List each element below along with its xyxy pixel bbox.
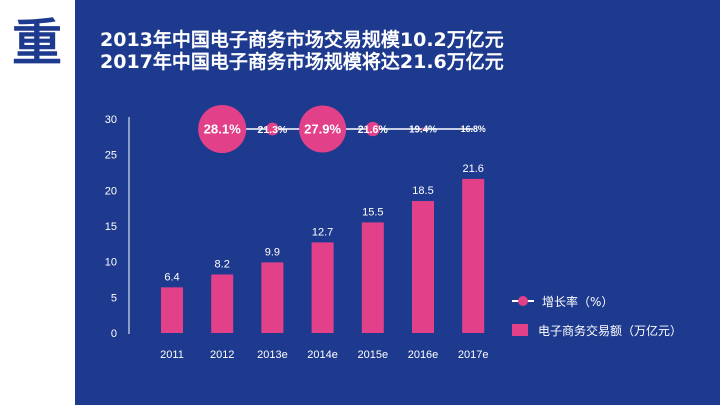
y-tick-label: 25 bbox=[105, 150, 117, 162]
legend-item-growth-rate: 增长率（%） bbox=[512, 291, 613, 311]
x-tick-label: 2016e bbox=[408, 349, 439, 361]
y-tick-label: 20 bbox=[105, 185, 117, 197]
growth-rate-label: 27.9% bbox=[304, 122, 341, 137]
growth-bubble-2012 bbox=[198, 104, 247, 154]
bar-value-label: 15.5 bbox=[362, 206, 383, 218]
growth-bubble-2013e bbox=[266, 122, 279, 136]
bar-value-label: 12.7 bbox=[312, 226, 333, 238]
x-tick-label: 2013e bbox=[257, 349, 288, 361]
logo-icon: 重 bbox=[12, 14, 62, 72]
legend-swatch-icon bbox=[512, 324, 528, 336]
bar-2011 bbox=[161, 287, 183, 333]
legend-line-marker-icon bbox=[512, 295, 534, 307]
page-title-line-2: 2017年中国电子商务市场规模将达21.6万亿元 bbox=[100, 51, 504, 73]
y-tick-label: 15 bbox=[105, 221, 117, 233]
x-tick-label: 2015e bbox=[358, 349, 389, 361]
bar-2016e bbox=[412, 201, 434, 333]
growth-bubble-2014e bbox=[299, 105, 347, 153]
growth-rate-label: 21.6% bbox=[358, 124, 389, 136]
bar-value-label: 9.9 bbox=[265, 246, 280, 258]
y-tick-label: 30 bbox=[105, 114, 117, 126]
growth-bubble-2016e bbox=[421, 127, 425, 131]
y-tick-label: 0 bbox=[111, 328, 117, 340]
growth-bubble-2015e bbox=[365, 121, 380, 137]
bar-value-label: 18.5 bbox=[412, 185, 433, 197]
bar-value-label: 6.4 bbox=[164, 271, 179, 283]
bar-2017e bbox=[462, 178, 485, 333]
bar-2013e bbox=[261, 262, 284, 333]
y-tick-label: 5 bbox=[111, 292, 117, 304]
bar-2015e bbox=[361, 222, 384, 333]
content-panel bbox=[75, 0, 720, 405]
growth-rate-label: 21.3% bbox=[258, 124, 288, 136]
x-tick-label: 2014e bbox=[307, 349, 338, 361]
legend-label-transaction-volume: 电子商务交易额（万亿元） bbox=[538, 323, 683, 338]
growth-rate-label: 28.1% bbox=[204, 122, 241, 137]
x-tick-label: 2012 bbox=[210, 349, 234, 361]
x-tick-label: 2017e bbox=[458, 349, 489, 361]
side-bar: 重 bbox=[0, 0, 75, 405]
growth-rate-label: 16.8% bbox=[461, 124, 486, 134]
bar-2012 bbox=[211, 274, 234, 333]
bar-2014e bbox=[311, 242, 334, 333]
legend-item-transaction-volume: 电子商务交易额（万亿元） bbox=[512, 320, 682, 340]
growth-rate-label: 19.4% bbox=[409, 125, 437, 136]
y-tick-label: 10 bbox=[105, 257, 117, 269]
legend-label-growth-rate: 增长率（%） bbox=[542, 294, 614, 309]
x-tick-label: 2011 bbox=[160, 349, 184, 361]
page-title-line-1: 2013年中国电子商务市场交易规模10.2万亿元 bbox=[100, 29, 504, 51]
bar-value-label: 8.2 bbox=[215, 259, 230, 271]
bar-value-label: 21.6 bbox=[462, 163, 483, 175]
